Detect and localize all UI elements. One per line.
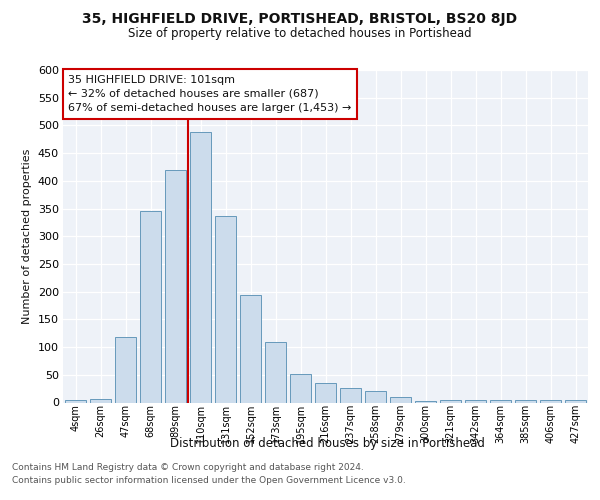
Text: Distribution of detached houses by size in Portishead: Distribution of detached houses by size … (170, 438, 484, 450)
Bar (315, 382, 336, 402)
Text: 35 HIGHFIELD DRIVE: 101sqm
← 32% of detached houses are smaller (687)
67% of sem: 35 HIGHFIELD DRIVE: 101sqm ← 32% of deta… (68, 75, 352, 113)
Bar (515, 400, 536, 402)
Bar (115, 337, 136, 402)
Bar (215, 216, 236, 402)
Bar (240, 295, 261, 403)
Bar (390, 397, 411, 402)
Text: Contains HM Land Registry data © Crown copyright and database right 2024.: Contains HM Land Registry data © Crown c… (12, 462, 364, 471)
Bar (165, 170, 186, 402)
Text: Contains public sector information licensed under the Open Government Licence v3: Contains public sector information licen… (12, 476, 406, 485)
Bar (190, 132, 211, 402)
Bar (540, 400, 561, 402)
Bar (90, 398, 111, 402)
Y-axis label: Number of detached properties: Number of detached properties (22, 148, 32, 324)
Bar (415, 401, 436, 402)
Bar (65, 400, 86, 402)
Bar (265, 342, 286, 402)
Bar (565, 400, 586, 402)
Bar (465, 400, 486, 402)
Bar (140, 212, 161, 402)
Bar (365, 392, 386, 402)
Bar (440, 400, 461, 402)
Bar (340, 388, 361, 402)
Bar (290, 374, 311, 402)
Bar (490, 400, 511, 402)
Text: 35, HIGHFIELD DRIVE, PORTISHEAD, BRISTOL, BS20 8JD: 35, HIGHFIELD DRIVE, PORTISHEAD, BRISTOL… (82, 12, 518, 26)
Text: Size of property relative to detached houses in Portishead: Size of property relative to detached ho… (128, 28, 472, 40)
